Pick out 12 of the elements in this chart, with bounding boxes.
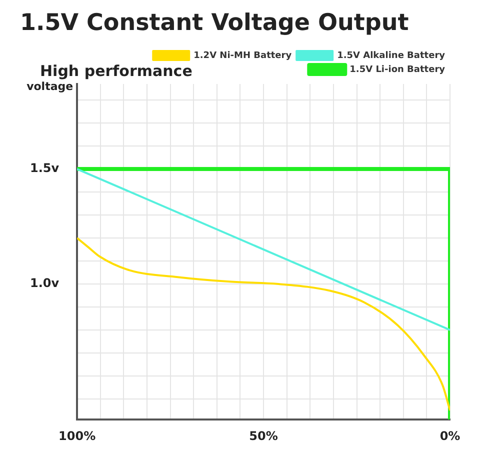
x-tick-label: 50% <box>249 428 278 443</box>
y-axis-title: voltage <box>26 80 74 93</box>
x-tick-label: 100% <box>58 428 96 443</box>
y-tick-label: 1.0v <box>30 276 60 290</box>
line-series <box>77 237 450 412</box>
x-tick-label: 0% <box>440 428 460 443</box>
y-tick-label: 1.5v <box>30 161 60 176</box>
legend-label: 1.2V Ni-MH Battery <box>194 50 292 61</box>
legend-label: 1.5V Alkaline Battery <box>337 50 446 61</box>
legend-label: 1.5V Li-ion Battery <box>350 64 446 75</box>
chart-subtitle: High performance <box>40 62 192 80</box>
chart-title: 1.5V Constant Voltage Output <box>19 9 410 38</box>
